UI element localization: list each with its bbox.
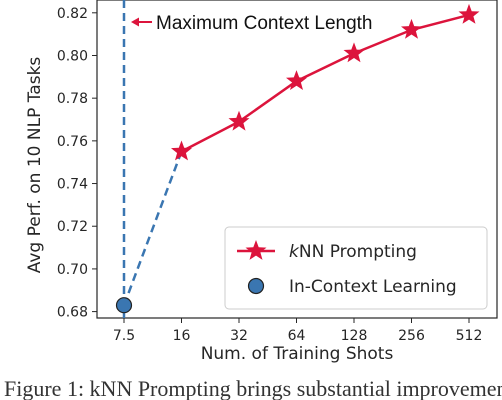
icl-data-point [115, 297, 133, 314]
icl-to-knn-connector [122, 151, 183, 306]
x-tick-label: 7.5 [113, 328, 135, 344]
annotation-text: Maximum Context Length [156, 13, 373, 34]
knn-data-point [401, 18, 422, 39]
knn-series-line [180, 13, 470, 153]
legend: kNN Prompting In-Context Learning [224, 226, 488, 310]
legend-box [224, 226, 488, 310]
y-tick-label: 0.68 [57, 305, 88, 321]
annotation: Maximum Context Length [131, 13, 373, 34]
y-axis-ticks: 0.68 0.70 0.72 0.74 0.76 0.78 0.80 0.82 [57, 6, 97, 321]
x-tick-label: 256 [398, 328, 425, 344]
x-tick-label: 128 [341, 328, 368, 344]
y-tick-label: 0.82 [57, 6, 88, 22]
legend-icl-circle-icon [247, 277, 265, 295]
x-tick-label: 64 [288, 328, 306, 344]
legend-knn-star-icon [245, 240, 267, 260]
x-tick-label: 32 [230, 328, 248, 344]
figure-caption: Figure 1: kNN Prompting brings substanti… [4, 376, 502, 400]
x-tick-label: 512 [456, 328, 483, 344]
knn-data-point [286, 70, 307, 90]
knn-data-point [343, 42, 365, 63]
knn-data-point [458, 3, 480, 24]
annotation-arrow-head [131, 17, 139, 27]
y-tick-label: 0.78 [57, 91, 88, 107]
y-axis-label: Avg Perf. on 10 NLP Tasks [25, 57, 45, 274]
x-axis-ticks: 7.5 16 32 64 128 256 512 [113, 318, 483, 344]
legend-icl-label: In-Context Learning [289, 277, 457, 297]
y-tick-label: 0.74 [57, 177, 88, 193]
y-tick-label: 0.80 [57, 48, 88, 64]
icl-series-points [115, 297, 133, 314]
knn-data-point [171, 140, 192, 161]
y-tick-label: 0.72 [57, 219, 88, 235]
y-tick-label: 0.70 [57, 262, 88, 278]
x-tick-label: 16 [173, 328, 191, 344]
y-tick-label: 0.76 [57, 134, 88, 150]
knn-data-point [228, 110, 250, 131]
legend-knn-label: kNN Prompting [289, 242, 417, 262]
knn-series-points [171, 3, 480, 161]
x-axis-label: Num. of Training Shots [201, 344, 394, 364]
